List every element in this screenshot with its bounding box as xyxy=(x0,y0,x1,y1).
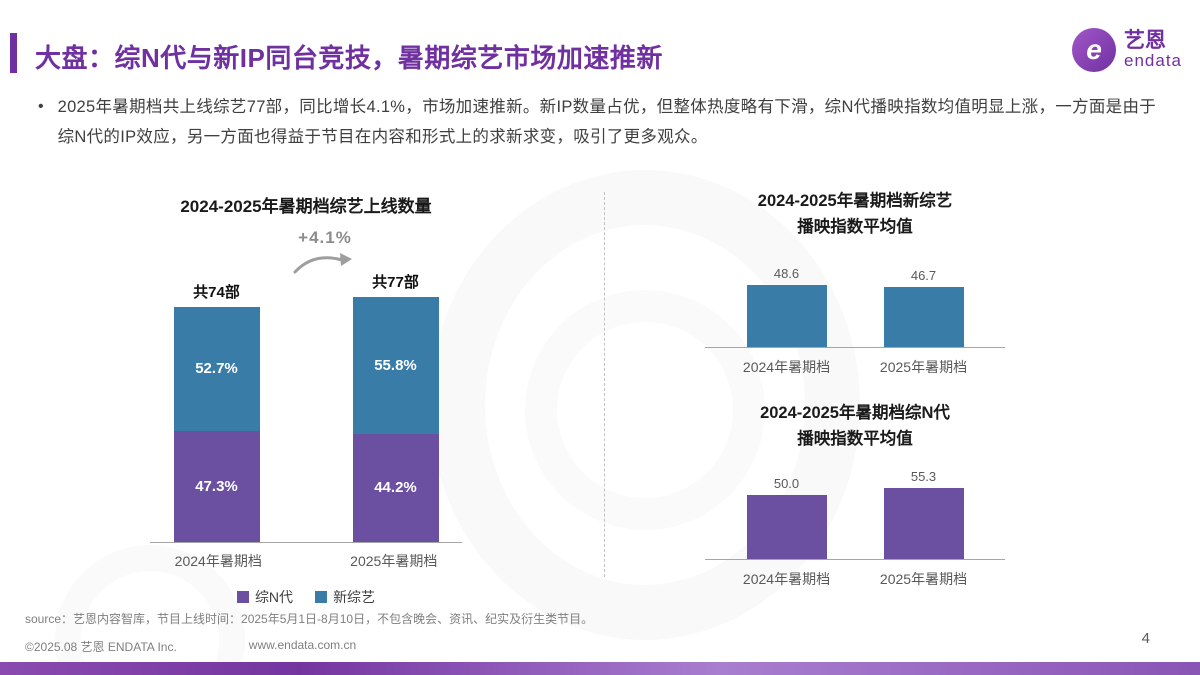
value-label: 55.3 xyxy=(910,469,937,485)
x-label-2024: 2024年暑期档 xyxy=(742,359,831,375)
title-accent-bar xyxy=(10,33,17,73)
bar-segment-zongn: 44.2% xyxy=(352,433,439,542)
website-text: www.endata.com.cn xyxy=(248,638,357,652)
total-label-2024: 共74部 xyxy=(193,283,240,301)
growth-annotation: +4.1% xyxy=(298,228,352,247)
source-note: source：艺恩内容智库，节目上线时间：2025年5月1日-8月10日，不包含… xyxy=(25,612,594,626)
footer: ©2025.08 艺恩 ENDATA Inc. www.endata.com.c… xyxy=(25,638,356,655)
bar-zongn-2025 xyxy=(883,488,964,559)
bar-2024: 52.7% 47.3% xyxy=(173,306,260,542)
value-label: 48.6 xyxy=(773,265,800,281)
stacked-bar-plot: 共74部 52.7% 47.3% 共77部 55.8% xyxy=(150,274,462,542)
logo-text: 艺恩 endata xyxy=(1124,29,1182,71)
bar-segment-zongn: 47.3% xyxy=(173,430,260,542)
section-divider xyxy=(604,192,605,577)
bar-2025: 55.8% 44.2% xyxy=(352,297,439,542)
legend-swatch-purple-icon xyxy=(236,591,249,603)
logo-name-en: endata xyxy=(1124,51,1182,71)
legend-item-zongn: 综N代 xyxy=(236,587,294,607)
legend-item-xinzongyi: 新综艺 xyxy=(315,587,375,607)
page-number: 4 xyxy=(1141,630,1150,647)
new-variety-bar-group-2025: 46.7 xyxy=(883,268,964,347)
bar-new-variety-2025 xyxy=(883,287,964,347)
slide-title: 大盘：综N代与新IP同台竞技，暑期综艺市场加速推新 xyxy=(35,43,663,73)
bar-new-variety-2024 xyxy=(746,284,827,347)
total-label-2025: 共77部 xyxy=(372,274,419,292)
chart-lineup-title: 2024-2025年暑期档综艺上线数量 xyxy=(180,197,432,216)
value-label: 46.7 xyxy=(910,268,937,284)
chart-new-variety-index: 2024-2025年暑期档新综艺 播映指数平均值 48.6 46.7 2024年… xyxy=(705,188,1005,377)
chart-zongn-title: 2024-2025年暑期档综N代 播映指数平均值 xyxy=(705,400,1005,452)
new-variety-bar-group-2024: 48.6 xyxy=(746,265,827,347)
x-label-2025: 2025年暑期档 xyxy=(879,359,968,375)
chart-zongn-index: 2024-2025年暑期档综N代 播映指数平均值 50.0 55.3 2024年… xyxy=(705,400,1005,589)
bullet-icon: • xyxy=(38,98,44,115)
bar-segment-xinzongyi: 55.8% xyxy=(352,297,439,434)
legend-swatch-blue-icon xyxy=(315,591,328,603)
copyright-text: ©2025.08 艺恩 ENDATA Inc. xyxy=(25,640,177,654)
chart-zongn-title-line2: 播映指数平均值 xyxy=(797,430,913,448)
legend-label-xinzongyi: 新综艺 xyxy=(333,589,376,605)
x-label-2025: 2025年暑期档 xyxy=(879,571,968,587)
new-variety-x-labels: 2024年暑期档 2025年暑期档 xyxy=(705,357,1005,377)
chart-lineup-count: 2024-2025年暑期档综艺上线数量 +4.1% 共74部 52.7% 47.… xyxy=(150,192,462,607)
legend-label-zongn: 综N代 xyxy=(254,589,294,605)
segment-label-blue-2024: 52.7% xyxy=(195,360,238,378)
bottom-accent-bar xyxy=(0,662,1200,675)
summary-text: 2025年暑期档共上线综艺77部，同比增长4.1%，市场加速推新。新IP数量占优… xyxy=(57,98,1157,146)
chart-legend: 综N代 新综艺 xyxy=(150,587,462,607)
bar-segment-xinzongyi: 52.7% xyxy=(173,306,260,431)
x-label-2025: 2025年暑期档 xyxy=(350,553,438,569)
new-variety-plot: 48.6 46.7 xyxy=(705,248,1005,348)
zongn-plot: 50.0 55.3 xyxy=(705,460,1005,560)
segment-label-blue-2025: 55.8% xyxy=(374,356,417,374)
zongn-bar-group-2025: 55.3 xyxy=(883,469,964,559)
zongn-x-labels: 2024年暑期档 2025年暑期档 xyxy=(705,569,1005,589)
x-label-2024: 2024年暑期档 xyxy=(742,571,831,587)
endata-logo: e 艺恩 endata xyxy=(1072,28,1182,72)
bar-zongn-2024 xyxy=(746,495,827,559)
growth-arrow-icon xyxy=(293,253,352,274)
endata-logo-icon: e xyxy=(1072,28,1116,72)
segment-label-purple-2025: 44.2% xyxy=(374,479,417,497)
x-label-2024: 2024年暑期档 xyxy=(174,553,262,569)
stacked-bar-2024: 共74部 52.7% 47.3% xyxy=(173,281,260,542)
chart-zongn-title-line1: 2024-2025年暑期档综N代 xyxy=(760,404,950,422)
x-axis-line xyxy=(150,542,462,543)
x-axis-labels: 2024年暑期档 2025年暑期档 xyxy=(150,551,462,571)
stacked-bar-2025: 共77部 55.8% 44.2% xyxy=(352,271,439,542)
segment-label-purple-2024: 47.3% xyxy=(195,477,238,495)
zongn-bar-group-2024: 50.0 xyxy=(746,476,827,559)
value-label: 50.0 xyxy=(773,476,800,491)
summary-bullet-block: • 2025年暑期档共上线综艺77部，同比增长4.1%，市场加速推新。新IP数量… xyxy=(38,92,1166,152)
chart-new-variety-title-line1: 2024-2025年暑期档新综艺 xyxy=(757,192,953,210)
chart-new-variety-title-line2: 播映指数平均值 xyxy=(797,218,913,236)
logo-name-cn: 艺恩 xyxy=(1124,29,1166,53)
chart-new-variety-title: 2024-2025年暑期档新综艺 播映指数平均值 xyxy=(705,188,1005,240)
